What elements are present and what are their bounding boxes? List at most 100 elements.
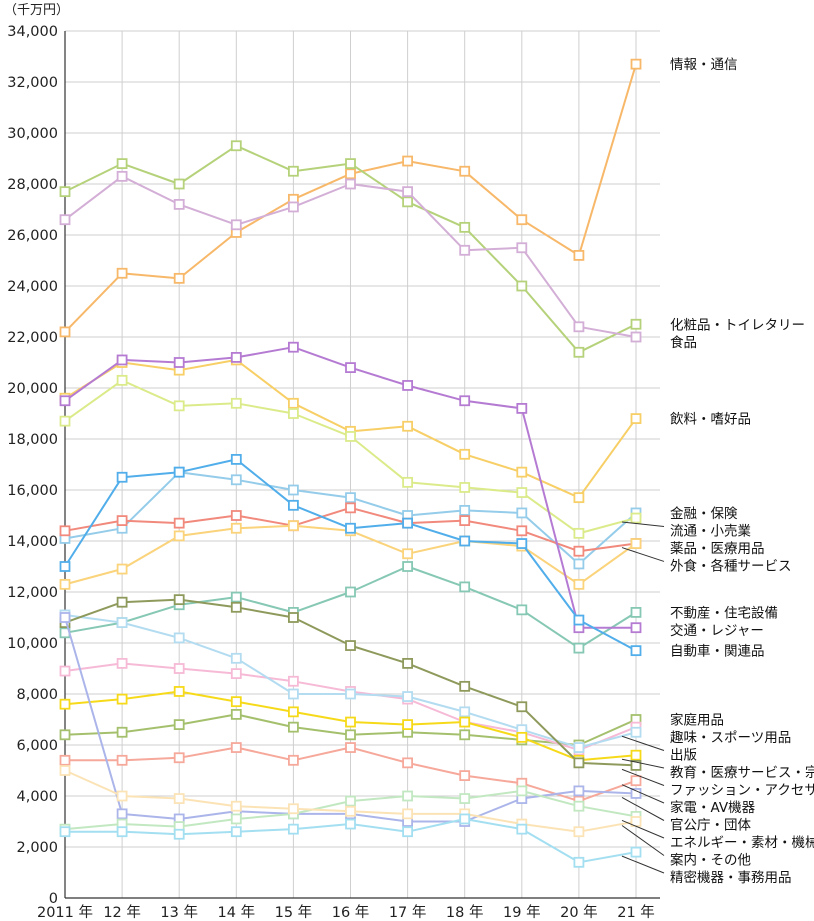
data-point bbox=[459, 793, 471, 804]
series-10-label: 交通・レジャー bbox=[670, 622, 764, 639]
data-point bbox=[116, 808, 128, 820]
data-point bbox=[630, 512, 642, 524]
data-point bbox=[116, 374, 128, 386]
data-point bbox=[287, 484, 299, 496]
data-point bbox=[230, 522, 242, 534]
data-point bbox=[59, 326, 71, 338]
x-tick-label: 16 年 bbox=[332, 904, 370, 921]
data-point bbox=[402, 476, 414, 488]
data-point bbox=[573, 785, 585, 797]
data-point bbox=[345, 818, 356, 830]
data-point bbox=[287, 706, 299, 718]
data-point bbox=[402, 420, 414, 432]
data-point bbox=[630, 645, 642, 657]
data-point bbox=[116, 267, 128, 279]
data-point bbox=[230, 709, 242, 720]
y-tick-label: 26,000 bbox=[7, 228, 58, 244]
data-point bbox=[116, 471, 128, 483]
series-3-label: 食品 bbox=[670, 334, 697, 351]
data-point bbox=[59, 765, 71, 776]
y-tick-label: 12,000 bbox=[7, 585, 58, 601]
x-tick-label: 2011 年 bbox=[37, 904, 93, 921]
data-point bbox=[116, 515, 128, 526]
y-axis-unit-label: （千万円） bbox=[4, 3, 69, 18]
data-point bbox=[402, 790, 414, 802]
data-point bbox=[630, 607, 642, 618]
data-point bbox=[573, 545, 585, 557]
data-point bbox=[573, 757, 585, 769]
data-point bbox=[59, 525, 71, 537]
data-point bbox=[345, 502, 356, 514]
data-point bbox=[345, 742, 356, 753]
data-point bbox=[573, 321, 585, 333]
data-point bbox=[630, 749, 642, 761]
series-7-label: 薬品・医療用品 bbox=[670, 540, 765, 557]
data-point bbox=[573, 742, 585, 753]
data-point bbox=[287, 688, 299, 700]
data-point bbox=[573, 800, 585, 812]
y-tick-label: 20,000 bbox=[7, 381, 58, 397]
data-point bbox=[230, 652, 242, 664]
data-point bbox=[230, 800, 242, 812]
data-point bbox=[173, 663, 185, 674]
data-point bbox=[630, 58, 642, 70]
data-point bbox=[402, 186, 414, 198]
series-14-group bbox=[59, 609, 642, 753]
data-point bbox=[287, 612, 299, 623]
data-point bbox=[116, 726, 128, 738]
data-point bbox=[173, 466, 185, 478]
data-point bbox=[516, 525, 528, 537]
series-group bbox=[59, 58, 642, 868]
y-tick-label: 14,000 bbox=[7, 534, 58, 550]
data-point bbox=[459, 716, 471, 728]
data-point bbox=[345, 168, 356, 180]
data-point bbox=[230, 668, 242, 679]
data-point bbox=[630, 331, 642, 343]
data-point bbox=[459, 706, 471, 718]
series-2-group bbox=[59, 140, 642, 358]
series-16-label: ファッション・アクセサリー bbox=[670, 783, 814, 799]
series-13-label: 趣味・スポーツ用品 bbox=[670, 730, 791, 746]
data-point bbox=[573, 492, 585, 504]
data-point bbox=[402, 561, 414, 572]
data-point bbox=[230, 826, 242, 838]
data-point bbox=[516, 487, 528, 498]
data-point bbox=[573, 558, 585, 570]
data-point bbox=[116, 596, 128, 608]
data-point bbox=[345, 795, 356, 807]
data-point bbox=[459, 395, 471, 407]
data-point bbox=[116, 617, 128, 628]
data-point bbox=[402, 155, 414, 167]
data-point bbox=[287, 721, 299, 733]
data-point bbox=[402, 719, 414, 730]
data-point bbox=[173, 198, 185, 210]
data-point bbox=[287, 201, 299, 213]
data-point bbox=[173, 632, 185, 644]
data-point bbox=[230, 813, 242, 825]
series-6-label: 流通・小売業 bbox=[670, 523, 751, 539]
y-tick-label: 16,000 bbox=[7, 483, 58, 499]
data-point bbox=[287, 823, 299, 835]
y-tick-label: 18,000 bbox=[7, 432, 58, 448]
data-point bbox=[116, 563, 128, 575]
x-tick-label: 20 年 bbox=[560, 904, 598, 921]
data-point bbox=[116, 754, 128, 766]
series-15-label: 教育・医療サービス・宗教 bbox=[670, 764, 814, 781]
data-point bbox=[287, 341, 299, 353]
data-point bbox=[573, 614, 585, 626]
data-point bbox=[402, 380, 414, 391]
series-19-label: エネルギー・素材・機械 bbox=[670, 835, 814, 851]
data-point bbox=[173, 178, 185, 190]
y-tick-label: 28,000 bbox=[7, 177, 58, 193]
x-tick-label: 15 年 bbox=[275, 904, 313, 921]
data-point bbox=[630, 622, 642, 634]
data-point bbox=[402, 757, 414, 769]
y-tick-label: 34,000 bbox=[7, 24, 58, 40]
gridlines bbox=[64, 30, 660, 899]
label-leader-line bbox=[621, 825, 665, 856]
data-point bbox=[630, 318, 642, 330]
data-point bbox=[59, 729, 71, 741]
data-point bbox=[516, 785, 528, 797]
y-tick-label: 2,000 bbox=[16, 840, 58, 856]
data-point bbox=[402, 517, 414, 529]
